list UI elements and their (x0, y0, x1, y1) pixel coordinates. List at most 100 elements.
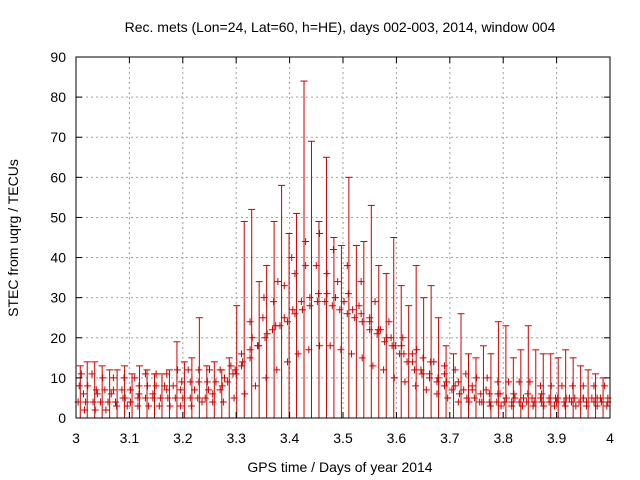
data-point (560, 398, 568, 406)
x-tick-label: 3.1 (120, 430, 140, 446)
data-point (454, 378, 462, 386)
data-point (316, 229, 324, 237)
data-point (344, 290, 352, 298)
data-point (601, 382, 609, 390)
y-tick-label: 90 (50, 49, 66, 65)
data-point (526, 378, 534, 386)
data-point (194, 394, 202, 402)
series-track-a (74, 298, 612, 406)
data-point (195, 378, 203, 386)
data-point (496, 390, 504, 398)
data-point (376, 326, 384, 334)
series-track-e (81, 342, 611, 414)
data-point (455, 390, 463, 398)
data-point (191, 386, 199, 394)
data-point (302, 262, 310, 270)
data-point (269, 326, 277, 334)
data-point (391, 342, 399, 350)
data-point (141, 370, 149, 378)
data-point (232, 370, 240, 378)
chart-title: Rec. mets (Lon=24, Lat=60, h=HE), days 0… (125, 19, 556, 35)
data-point (144, 382, 152, 390)
data-point (547, 382, 555, 390)
data-point (246, 346, 254, 354)
series-track-d (79, 229, 601, 402)
x-tick-label: 3.7 (440, 430, 460, 446)
data-point (482, 386, 490, 394)
data-point (120, 374, 128, 382)
data-point (169, 382, 177, 390)
data-point (483, 374, 491, 382)
data-point (419, 354, 427, 362)
data-point (337, 346, 345, 354)
data-point (164, 394, 172, 402)
data-point (206, 366, 213, 374)
data-point (462, 370, 470, 378)
data-point (178, 378, 186, 386)
data-point (121, 394, 129, 402)
data-point (485, 398, 493, 406)
data-point (270, 298, 278, 306)
data-point (149, 390, 157, 398)
data-point (590, 398, 598, 406)
data-point (440, 362, 448, 370)
x-tick-label: 3.2 (173, 430, 193, 446)
y-tick-label: 0 (58, 410, 66, 426)
data-point (204, 386, 212, 394)
data-point (558, 382, 566, 390)
data-point (288, 254, 296, 262)
data-point (291, 270, 299, 278)
data-point (390, 374, 398, 382)
data-point (515, 378, 523, 386)
data-point (460, 386, 468, 394)
data-point (426, 370, 434, 378)
data-point (381, 338, 389, 346)
data-point (316, 342, 324, 350)
data-point (218, 382, 226, 390)
data-point (340, 298, 348, 306)
data-point (260, 294, 268, 302)
data-point (123, 402, 131, 410)
y-axis-label: STEC from uqrg / TECUs (5, 159, 21, 317)
x-tick-label: 3.8 (493, 430, 513, 446)
data-point (510, 390, 518, 398)
data-point (553, 398, 561, 406)
data-point (538, 390, 546, 398)
data-point (227, 362, 235, 370)
data-point (255, 342, 263, 350)
data-points (74, 229, 612, 414)
data-point (91, 406, 99, 414)
data-point (332, 294, 340, 302)
data-point (565, 394, 573, 402)
data-point (248, 334, 256, 342)
data-point (434, 374, 442, 382)
data-point (230, 394, 238, 402)
data-point (418, 370, 426, 378)
data-point (408, 358, 416, 366)
y-tick-label: 20 (50, 330, 66, 346)
data-point (186, 378, 194, 386)
data-point (369, 362, 377, 370)
data-point (485, 390, 493, 398)
data-point (289, 306, 297, 314)
data-point (224, 378, 232, 386)
data-point (463, 394, 471, 402)
data-point (219, 398, 227, 406)
data-point (473, 374, 480, 382)
data-point (81, 406, 89, 414)
data-point (251, 382, 259, 390)
data-point (465, 398, 473, 406)
data-point (312, 262, 320, 270)
data-point (156, 394, 164, 402)
data-point (104, 398, 112, 406)
data-point (417, 366, 425, 374)
data-point (355, 302, 363, 310)
data-point (118, 386, 126, 394)
data-point (145, 402, 153, 410)
data-point (400, 350, 408, 358)
data-point (470, 394, 478, 402)
data-point (519, 394, 527, 402)
data-point (88, 370, 96, 378)
data-point (528, 394, 536, 402)
